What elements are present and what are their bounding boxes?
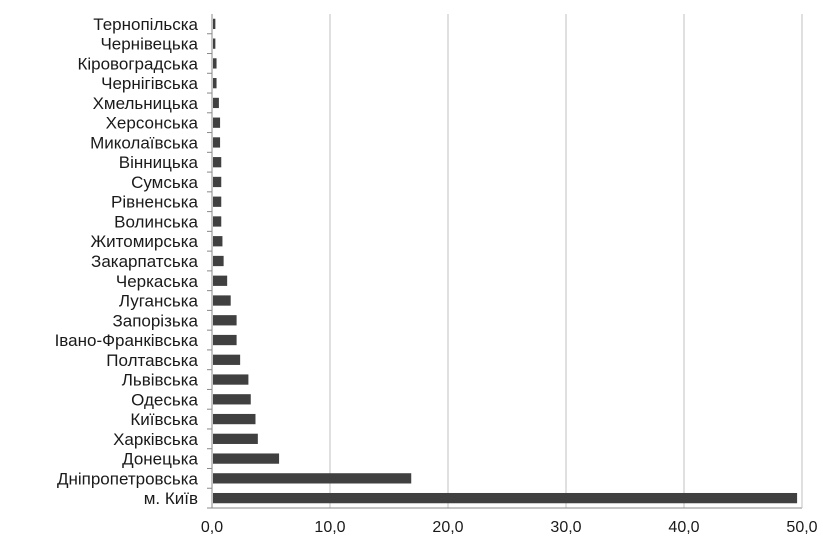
category-label: Сумська bbox=[131, 173, 198, 192]
x-tick-label: 30,0 bbox=[550, 519, 581, 536]
bar bbox=[213, 117, 221, 128]
bar bbox=[213, 394, 251, 405]
category-label: Київська bbox=[130, 410, 198, 429]
bar bbox=[213, 97, 219, 109]
category-label: Луганська bbox=[119, 292, 199, 311]
category-label: Хмельницька bbox=[93, 94, 199, 113]
x-tick-labels: 0,0 10,0 20,0 30,0 40,0 50,0 bbox=[201, 519, 818, 536]
category-label: Рівненська bbox=[111, 193, 199, 212]
bar bbox=[213, 255, 224, 267]
category-label: Полтавська bbox=[106, 351, 198, 370]
category-label: Харківська bbox=[113, 430, 198, 449]
category-label: Кіровоградська bbox=[77, 54, 198, 73]
category-label: Донецька bbox=[122, 450, 198, 469]
bar bbox=[213, 236, 223, 247]
category-label: Вінницька bbox=[119, 153, 199, 172]
x-tick-label: 10,0 bbox=[314, 519, 345, 536]
category-label: Миколаївська bbox=[90, 133, 198, 152]
bar bbox=[213, 334, 237, 346]
bar bbox=[213, 58, 217, 69]
gridlines bbox=[329, 14, 803, 508]
bar bbox=[213, 275, 228, 286]
bar bbox=[213, 374, 249, 385]
category-label: Одеська bbox=[131, 390, 198, 409]
category-label: Івано-Франківська bbox=[55, 331, 199, 350]
bar bbox=[213, 216, 222, 227]
bar bbox=[213, 137, 221, 148]
category-labels: м. КиївДніпропетровськаДонецькаХарківськ… bbox=[55, 15, 199, 508]
bar bbox=[213, 295, 231, 306]
category-label: Волинська bbox=[114, 212, 198, 231]
x-tick-label: 40,0 bbox=[668, 519, 699, 536]
category-label: Дніпропетровська bbox=[57, 469, 199, 488]
category-label: Черкаська bbox=[116, 272, 199, 291]
category-label: Чернівецька bbox=[100, 35, 198, 54]
category-label: Тернопільска bbox=[93, 15, 198, 34]
bar bbox=[213, 433, 258, 444]
bar bbox=[213, 18, 216, 30]
bar bbox=[213, 176, 222, 188]
bar bbox=[213, 315, 237, 326]
category-label: Житомирська bbox=[90, 232, 198, 251]
bar bbox=[213, 413, 256, 425]
bar bbox=[213, 78, 217, 89]
category-label: Закарпатська bbox=[91, 252, 198, 271]
bar bbox=[213, 196, 222, 207]
x-tick-label: 50,0 bbox=[786, 519, 817, 536]
bar bbox=[213, 473, 412, 484]
x-tick-label: 0,0 bbox=[201, 519, 223, 536]
category-label: Запорізька bbox=[112, 311, 198, 330]
axes bbox=[207, 14, 803, 509]
category-label: м. Київ bbox=[144, 489, 198, 508]
bar bbox=[213, 453, 280, 464]
x-tick-label: 20,0 bbox=[432, 519, 463, 536]
category-label: Чернігівська bbox=[101, 74, 198, 93]
bar bbox=[213, 157, 222, 168]
bars bbox=[213, 18, 798, 504]
category-label: Херсонська bbox=[106, 114, 199, 133]
category-label: Львівська bbox=[122, 371, 199, 390]
bar bbox=[213, 492, 798, 504]
bar bbox=[213, 38, 216, 49]
bar bbox=[213, 354, 241, 365]
